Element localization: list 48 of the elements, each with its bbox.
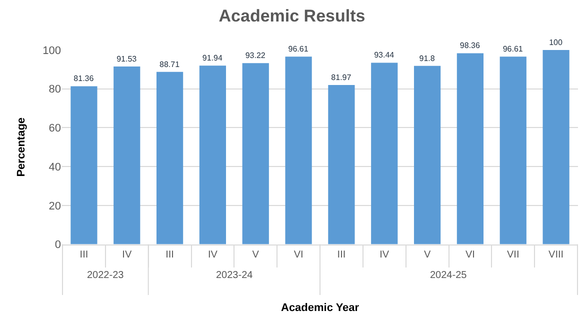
- y-tick-label: 0: [54, 239, 61, 252]
- x-tick-label: IV: [122, 249, 132, 260]
- bar: [328, 85, 355, 244]
- text: 2022-23: [87, 270, 124, 281]
- x-tick-label: V: [424, 249, 431, 260]
- x-tick-label: III: [166, 249, 174, 260]
- data-label: 96.61: [288, 44, 309, 54]
- x-tick-label: VI: [465, 249, 475, 260]
- y-tick-label: 100: [42, 44, 61, 57]
- bar: [70, 86, 98, 244]
- bar: [414, 66, 441, 244]
- bar: [456, 53, 484, 244]
- data-label: 93.44: [374, 50, 395, 60]
- bar: [500, 56, 526, 244]
- data-label: 81.97: [331, 73, 352, 82]
- y-tick-label: 40: [48, 161, 61, 174]
- x-tick-label: IV: [208, 249, 218, 260]
- data-label: 88.71: [160, 60, 180, 69]
- text: 2024-25: [430, 270, 468, 281]
- y-tick-label: 20: [48, 200, 61, 212]
- x-tick-label: VII: [507, 249, 520, 260]
- x-tick-label: V: [252, 249, 260, 260]
- chart-title: Academic Results: [218, 6, 366, 26]
- x-tick-label: VI: [294, 249, 304, 260]
- bar: [199, 66, 226, 244]
- data-label: 91.8: [419, 54, 436, 63]
- data-label: 100: [549, 38, 563, 47]
- x-tick-label: III: [80, 249, 88, 260]
- data-label: 93.22: [245, 51, 266, 60]
- y-tick-label: 80: [48, 84, 61, 96]
- data-label: 96.61: [502, 44, 524, 54]
- x-tick-label: IV: [380, 249, 390, 260]
- y-tick-label: 60: [48, 122, 61, 135]
- bar: [242, 63, 269, 244]
- bar: [285, 56, 312, 244]
- bar: [371, 62, 398, 244]
- data-label: 91.94: [202, 54, 223, 63]
- y-axis-title: Percentage: [15, 117, 28, 177]
- bar: [542, 50, 570, 244]
- x-tick-label: VIII: [548, 249, 564, 260]
- data-label: 81.36: [74, 74, 94, 84]
- data-label: 91.53: [116, 54, 138, 64]
- bar: [156, 72, 184, 244]
- x-axis-title: Academic Year: [281, 302, 360, 314]
- data-label: 98.36: [460, 41, 480, 50]
- x-tick-label: III: [337, 249, 346, 260]
- text: 2023-24: [216, 270, 254, 281]
- bar: [114, 66, 140, 244]
